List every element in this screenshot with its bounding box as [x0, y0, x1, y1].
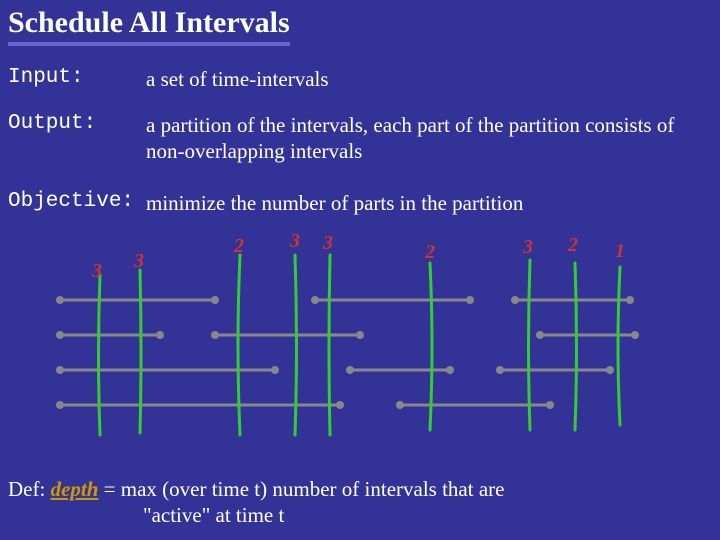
page-title: Schedule All Intervals — [8, 6, 290, 46]
interval-endpoint — [311, 296, 319, 304]
interval-endpoint — [336, 401, 344, 409]
interval-endpoint — [271, 366, 279, 374]
interval-endpoint — [56, 331, 64, 339]
depth-annotation: 2 — [567, 234, 578, 256]
depth-line — [99, 275, 101, 435]
label-input: Input: — [8, 66, 146, 89]
def-eq: = max (over time t) number of intervals … — [98, 477, 504, 501]
label-output: Output: — [8, 112, 146, 135]
def-term: depth — [51, 477, 99, 501]
depth-line — [329, 255, 330, 435]
interval-endpoint — [396, 401, 404, 409]
depth-annotation: 3 — [322, 232, 333, 254]
interval-endpoint — [56, 366, 64, 374]
depth-line — [238, 255, 240, 435]
interval-endpoint — [211, 296, 219, 304]
row-output: Output: a partition of the intervals, ea… — [8, 112, 701, 165]
interval-endpoint — [496, 366, 504, 374]
interval-endpoint — [626, 296, 634, 304]
depth-annotation: 2 — [424, 241, 435, 263]
depth-line — [575, 263, 577, 430]
interval-endpoint — [466, 296, 474, 304]
interval-endpoint — [346, 366, 354, 374]
definition-line1: Def: depth = max (over time t) number of… — [8, 476, 504, 502]
interval-endpoint — [511, 296, 519, 304]
def-prefix: Def: — [8, 477, 51, 501]
interval-endpoint — [446, 366, 454, 374]
interval-endpoint — [546, 401, 554, 409]
interval-endpoint — [56, 401, 64, 409]
depth-annotation: 3 — [289, 230, 300, 252]
depth-line — [529, 260, 531, 430]
depth-annotation: 2 — [233, 235, 244, 257]
interval-endpoint — [356, 331, 364, 339]
depth-line — [618, 267, 620, 425]
depth-annotation: 3 — [133, 250, 144, 272]
depth-line — [295, 255, 297, 435]
interval-endpoint — [606, 366, 614, 374]
label-objective: Objective: — [8, 190, 146, 213]
depth-line — [430, 263, 432, 430]
interval-endpoint — [56, 296, 64, 304]
interval-endpoint — [536, 331, 544, 339]
interval-endpoint — [211, 331, 219, 339]
desc-objective: minimize the number of parts in the part… — [146, 190, 523, 216]
depth-annotation: 1 — [615, 240, 625, 262]
desc-output: a partition of the intervals, each part … — [146, 112, 701, 165]
row-objective: Objective: minimize the number of parts … — [8, 190, 523, 216]
depth-line — [140, 270, 141, 433]
interval-diagram: 332332321 — [40, 255, 680, 445]
desc-input: a set of time-intervals — [146, 66, 329, 92]
depth-annotation: 3 — [91, 260, 102, 282]
interval-endpoint — [631, 331, 639, 339]
row-input: Input: a set of time-intervals — [8, 66, 329, 92]
interval-endpoint — [156, 331, 164, 339]
depth-annotation: 3 — [522, 236, 533, 258]
definition-line2: "active" at time t — [143, 503, 284, 528]
